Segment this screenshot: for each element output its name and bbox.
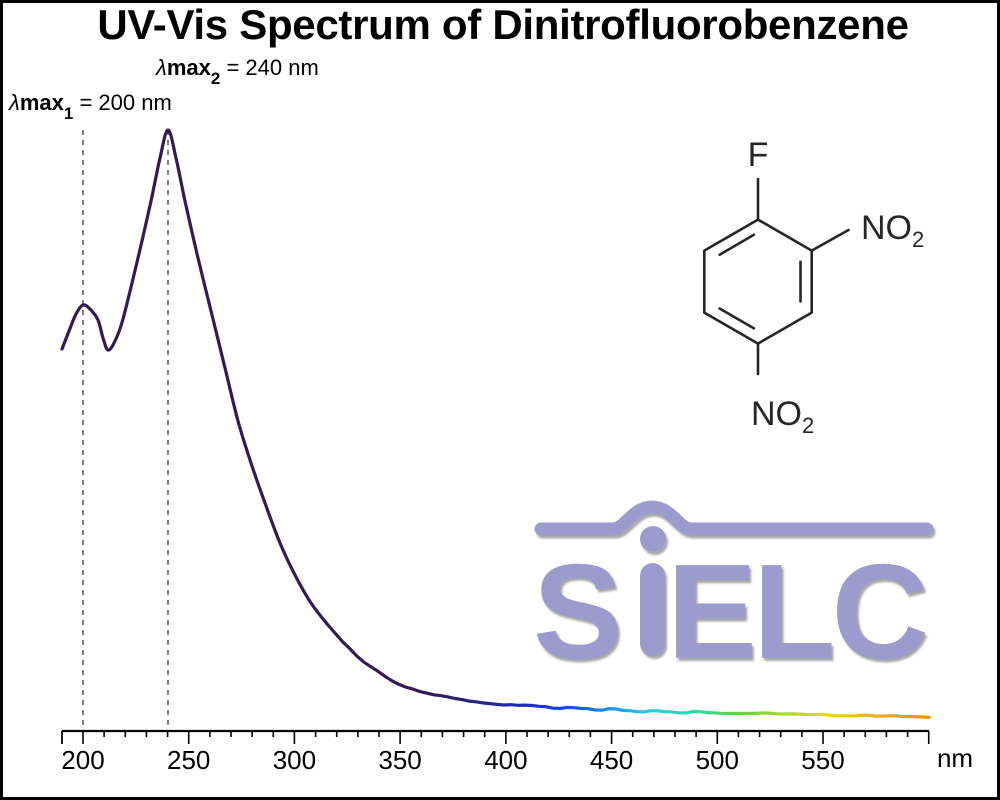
svg-text:F: F (748, 136, 769, 174)
svg-text:300: 300 (273, 745, 316, 775)
svg-text:400: 400 (484, 745, 527, 775)
svg-text:NO2: NO2 (751, 395, 814, 438)
svg-text:550: 550 (801, 745, 844, 775)
svg-text:NO2: NO2 (861, 209, 924, 252)
svg-text:350: 350 (378, 745, 421, 775)
svg-text:450: 450 (590, 745, 633, 775)
svg-text:200: 200 (61, 745, 104, 775)
svg-text:nm: nm (937, 743, 973, 773)
svg-text:250: 250 (167, 745, 210, 775)
svg-text:500: 500 (696, 745, 739, 775)
